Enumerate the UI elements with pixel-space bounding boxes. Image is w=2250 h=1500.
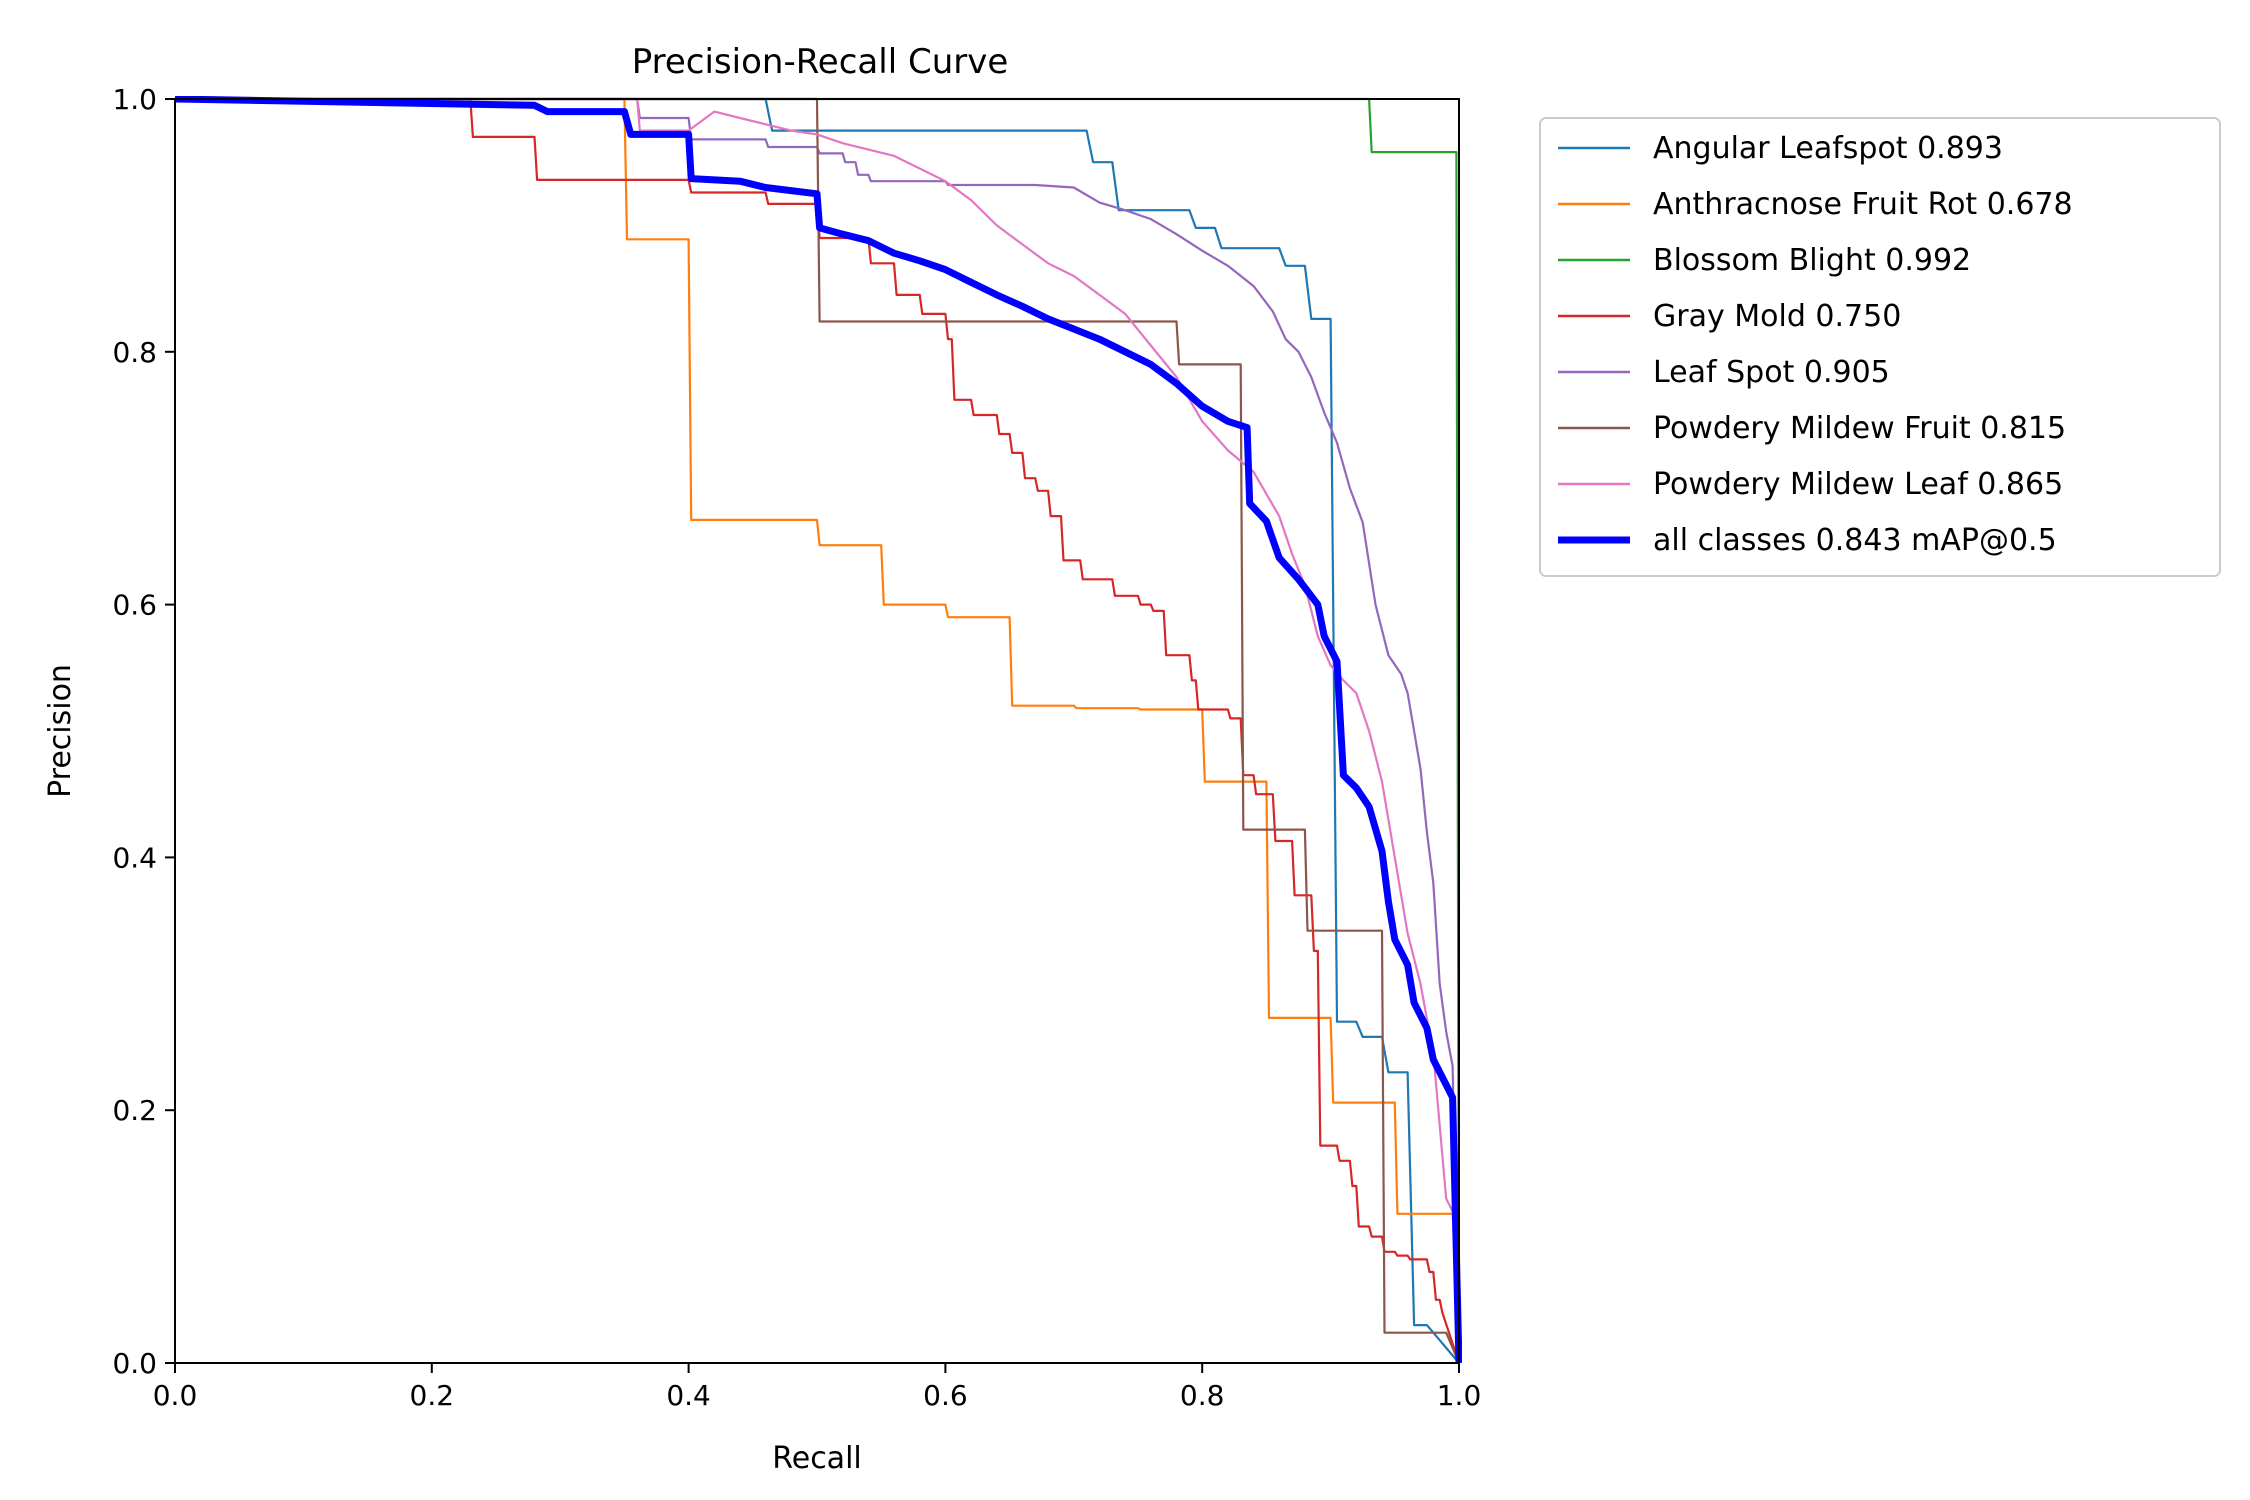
x-tick-label: 0.2 xyxy=(410,1379,455,1412)
y-tick-label: 0.0 xyxy=(112,1347,157,1380)
y-tick-label: 0.6 xyxy=(112,589,157,622)
legend-entry-label: Anthracnose Fruit Rot 0.678 xyxy=(1653,187,2073,222)
plot-frame xyxy=(174,98,1460,1364)
legend: Angular Leafspot 0.893 Anthracnose Fruit … xyxy=(1539,117,2221,577)
legend-entry-label: Powdery Mildew Leaf 0.865 xyxy=(1653,467,2063,502)
x-tick-label: 0.8 xyxy=(1180,1379,1225,1412)
y-tick-label: 0.4 xyxy=(112,841,157,874)
series-line-angular-leafspot xyxy=(175,97,1460,1364)
legend-entry-label: Gray Mold 0.750 xyxy=(1653,299,1901,334)
series-line-all-classes-0843 xyxy=(174,96,1462,1364)
y-axis-label: Precision xyxy=(43,664,78,798)
x-axis: 0.0 0.2 0.4 0.6 0.8 1.0 xyxy=(153,1363,1482,1412)
series-line-powdery-mildew-leaf xyxy=(175,97,1461,1364)
series-line-anthracnose-fruit-rot xyxy=(175,97,1461,1363)
chart-title: Precision-Recall Curve xyxy=(632,42,1009,82)
legend-entry-label: Powdery Mildew Fruit 0.815 xyxy=(1653,411,2066,446)
legend-entry-label: all classes 0.843 mAP@0.5 xyxy=(1653,523,2057,558)
x-tick-label: 0.6 xyxy=(923,1379,968,1412)
legend-box xyxy=(1539,117,2221,577)
legend-entry-label: Angular Leafspot 0.893 xyxy=(1653,131,2003,166)
y-tick-label: 0.2 xyxy=(112,1094,157,1127)
y-tick-label: 0.8 xyxy=(112,336,157,369)
series-line-blossom-blight xyxy=(175,97,1461,1364)
plot-area xyxy=(174,96,1462,1364)
series-line-gray-mold xyxy=(175,97,1461,1364)
x-tick-label: 1.0 xyxy=(1437,1379,1482,1412)
y-tick-label: 1.0 xyxy=(112,83,157,116)
legend-entry-label: Leaf Spot 0.905 xyxy=(1653,355,1890,390)
series-line-leaf-spot xyxy=(175,97,1461,1364)
legend-entry-label: Blossom Blight 0.992 xyxy=(1653,243,1971,278)
series-group xyxy=(174,96,1462,1364)
y-axis: 0.0 0.2 0.4 0.6 0.8 1.0 xyxy=(112,83,175,1380)
x-tick-label: 0.0 xyxy=(153,1379,198,1412)
x-tick-label: 0.4 xyxy=(666,1379,711,1412)
series-line-powdery-mildew-fruit xyxy=(175,97,1461,1364)
x-axis-label: Recall xyxy=(772,1441,862,1476)
